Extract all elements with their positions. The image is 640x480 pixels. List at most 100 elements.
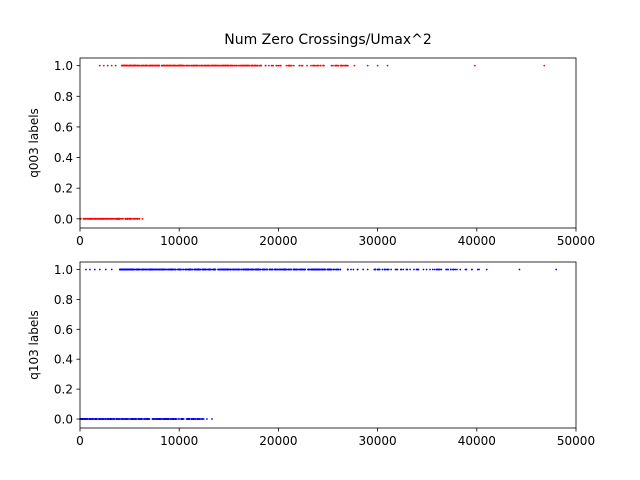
data-point (352, 268, 355, 271)
data-point (340, 64, 342, 67)
data-point (126, 418, 129, 420)
x-tick-label: 30000 (359, 234, 397, 248)
data-point (175, 268, 177, 271)
data-point (243, 268, 246, 271)
data-point (197, 268, 200, 271)
data-point (168, 64, 171, 67)
y-tick-label: 0.8 (54, 293, 73, 307)
x-tick-label: 0 (76, 234, 84, 248)
data-point (258, 268, 260, 271)
data-point (173, 268, 176, 271)
data-point (133, 418, 136, 420)
data-point (220, 64, 223, 67)
data-point (167, 418, 170, 420)
data-point (413, 268, 415, 271)
data-point (356, 268, 359, 271)
data-point (374, 268, 377, 271)
data-point (241, 64, 244, 67)
data-point (202, 268, 205, 271)
data-point (194, 268, 197, 271)
data-point (105, 217, 107, 220)
data-point (121, 64, 123, 67)
y-tick-label: 0.6 (54, 323, 73, 337)
data-point (118, 418, 121, 420)
data-point (337, 268, 340, 271)
data-point (240, 64, 242, 67)
data-point (259, 64, 262, 67)
data-point (446, 268, 448, 271)
y-tick-label: 0.6 (54, 120, 73, 134)
data-point (335, 268, 338, 271)
data-point (201, 64, 204, 67)
data-point (266, 268, 268, 271)
data-point (429, 268, 431, 271)
data-point (121, 418, 124, 420)
data-point (246, 64, 249, 67)
data-point (219, 268, 222, 271)
data-point (449, 268, 452, 271)
data-point (197, 418, 199, 420)
data-point (119, 418, 122, 420)
data-point (271, 268, 274, 271)
axes-frame (79, 57, 577, 229)
data-point (417, 268, 420, 271)
chart-q103: q103 labels 0 10000 20000 30000 40000 50000 0.0… (27, 261, 595, 448)
data-point (110, 217, 113, 220)
data-points (79, 268, 558, 420)
data-point (167, 64, 170, 67)
data-point (152, 268, 155, 271)
data-point (454, 268, 457, 271)
data-point (85, 268, 87, 271)
data-point (163, 418, 165, 420)
data-point (113, 418, 116, 420)
data-point (280, 268, 283, 271)
data-point (273, 268, 276, 271)
data-point (171, 418, 174, 420)
data-point (205, 268, 208, 271)
data-point (135, 418, 138, 420)
data-point (140, 64, 143, 67)
data-point (121, 268, 124, 271)
data-point (170, 268, 172, 271)
data-point (239, 268, 242, 271)
data-point (254, 64, 257, 67)
data-point (485, 268, 488, 271)
data-point (543, 64, 546, 67)
data-point (111, 217, 114, 220)
data-point (142, 418, 145, 420)
data-point (123, 268, 126, 271)
data-point (313, 268, 316, 271)
data-point (217, 64, 220, 67)
y-tick-label: 1.0 (54, 59, 73, 73)
data-point (366, 64, 369, 67)
data-point (315, 64, 317, 67)
data-point (192, 64, 195, 67)
data-point (470, 268, 473, 271)
data-point (350, 268, 352, 271)
data-point (122, 217, 124, 220)
data-point (82, 217, 85, 220)
x-tick-label: 50000 (557, 434, 595, 448)
data-point (555, 268, 558, 271)
data-point (229, 64, 232, 67)
data-point (518, 268, 521, 271)
data-point (329, 268, 331, 271)
data-point (184, 64, 186, 67)
data-point (258, 64, 260, 67)
y-tick-label: 0.0 (54, 413, 73, 427)
data-point (272, 64, 275, 67)
data-point (438, 268, 440, 271)
data-point (223, 268, 226, 271)
data-point (141, 418, 144, 420)
data-point (182, 268, 185, 271)
data-point (136, 268, 139, 271)
data-point (110, 64, 113, 67)
y-tick-label: 0.4 (54, 151, 73, 165)
data-point (218, 268, 221, 271)
data-point (127, 268, 130, 271)
data-point (406, 268, 409, 271)
data-point (232, 64, 235, 67)
data-point (478, 268, 480, 271)
data-point (451, 268, 454, 271)
data-point (186, 418, 189, 420)
